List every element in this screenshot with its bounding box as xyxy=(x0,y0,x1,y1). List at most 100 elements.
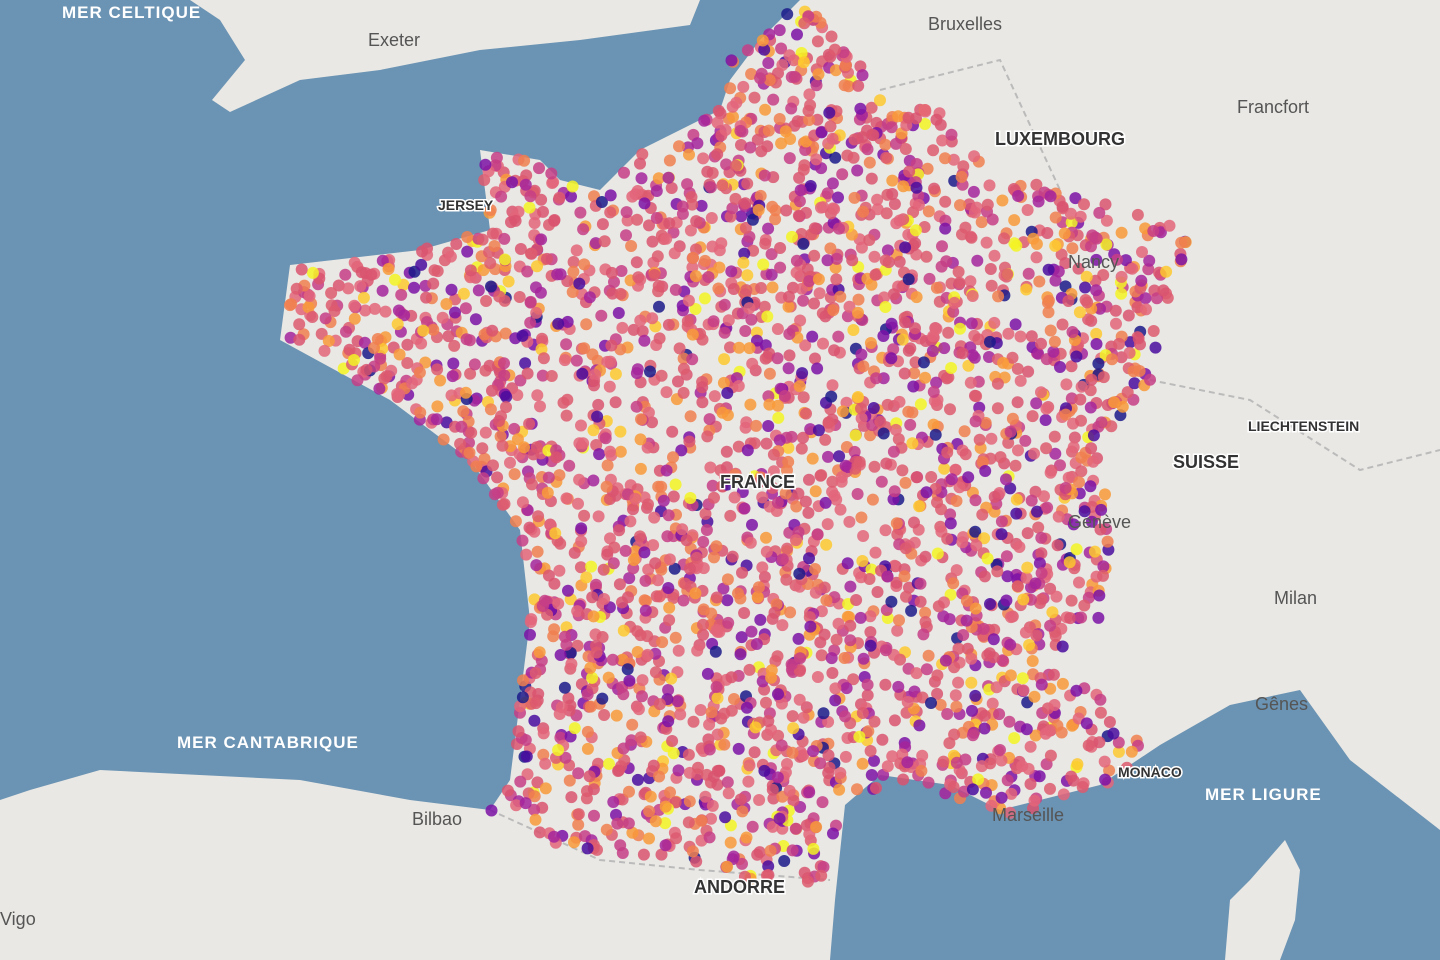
dot xyxy=(793,380,806,393)
dot xyxy=(838,652,851,664)
dot xyxy=(735,631,748,644)
dot xyxy=(1046,606,1059,619)
dot xyxy=(741,44,754,57)
dot xyxy=(877,427,890,440)
dot xyxy=(713,261,726,274)
dot xyxy=(910,158,923,170)
dot xyxy=(966,349,979,362)
dot xyxy=(768,606,781,619)
dot xyxy=(899,241,912,254)
dot xyxy=(548,577,561,590)
dot xyxy=(1049,447,1062,460)
dot xyxy=(700,524,713,536)
dot xyxy=(960,614,973,627)
dot xyxy=(655,480,668,493)
dot xyxy=(833,783,846,796)
dot xyxy=(801,875,814,888)
dot xyxy=(988,249,1001,262)
dot xyxy=(434,374,447,387)
dot xyxy=(322,335,335,347)
dot xyxy=(1120,761,1133,774)
dot xyxy=(809,586,822,599)
dot xyxy=(440,298,453,310)
dot xyxy=(779,125,792,138)
dot xyxy=(357,291,370,304)
dot xyxy=(643,832,655,845)
dot xyxy=(554,537,567,550)
dot xyxy=(843,515,856,528)
dot xyxy=(922,776,935,789)
dot xyxy=(649,815,662,828)
dot xyxy=(740,831,753,844)
dot xyxy=(719,124,732,136)
dot xyxy=(1032,195,1045,208)
dot xyxy=(762,860,775,873)
dot xyxy=(568,722,581,735)
dot xyxy=(788,119,801,132)
dot xyxy=(368,302,381,315)
dot xyxy=(641,441,654,454)
dot xyxy=(724,82,737,95)
dot xyxy=(888,485,901,498)
dot xyxy=(711,692,724,705)
dot xyxy=(730,96,743,109)
dot xyxy=(966,704,978,717)
dot xyxy=(809,485,822,498)
dot xyxy=(1056,200,1069,213)
dot xyxy=(1002,436,1015,449)
dot xyxy=(793,567,806,580)
dot xyxy=(615,265,628,277)
dot xyxy=(498,232,511,245)
dot xyxy=(829,151,842,164)
dot xyxy=(818,628,831,641)
dot xyxy=(549,527,562,540)
dot xyxy=(683,795,696,808)
dot xyxy=(516,691,529,704)
dot xyxy=(890,576,903,589)
dot xyxy=(960,594,973,607)
dot xyxy=(862,725,875,738)
dot xyxy=(825,390,838,403)
dot xyxy=(508,468,521,481)
dot xyxy=(616,321,629,334)
dot xyxy=(1002,327,1015,340)
dot xyxy=(1001,774,1014,787)
dot xyxy=(1097,560,1110,573)
dot xyxy=(572,767,585,780)
dot xyxy=(941,446,954,459)
dot xyxy=(948,661,961,674)
dot xyxy=(865,172,878,185)
dot xyxy=(868,754,880,767)
dot xyxy=(844,580,857,593)
dot xyxy=(524,628,536,641)
dot xyxy=(699,507,712,520)
dot xyxy=(821,254,834,267)
dot xyxy=(535,193,548,206)
dot xyxy=(663,154,676,167)
dot xyxy=(442,330,455,343)
dot xyxy=(555,701,568,714)
dot xyxy=(649,666,662,679)
dot xyxy=(852,306,864,319)
dot xyxy=(650,590,663,603)
dot xyxy=(854,611,867,624)
dot xyxy=(1051,539,1064,552)
dot xyxy=(627,503,639,516)
dot xyxy=(774,242,787,254)
dot xyxy=(672,644,685,657)
dot xyxy=(880,207,893,220)
dot xyxy=(584,700,597,713)
dot xyxy=(665,182,678,194)
dot xyxy=(1087,429,1100,442)
dot xyxy=(485,804,498,817)
dot xyxy=(647,539,660,552)
dot xyxy=(318,344,331,357)
dot xyxy=(580,571,593,584)
dot xyxy=(771,496,784,509)
dot xyxy=(836,168,849,181)
dot xyxy=(891,624,904,637)
dot xyxy=(587,424,600,437)
dot xyxy=(743,342,756,355)
dot xyxy=(797,391,810,404)
dot xyxy=(484,403,497,416)
